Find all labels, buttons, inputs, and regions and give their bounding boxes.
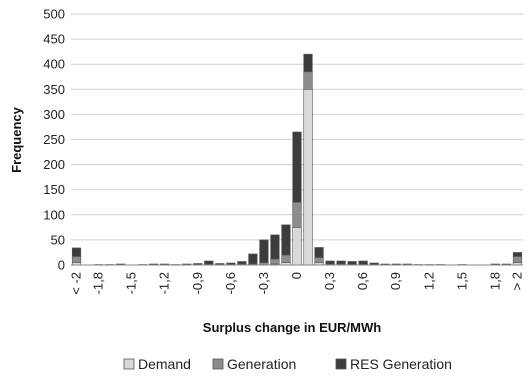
y-tick-label: 200: [43, 157, 65, 172]
y-tick-label: 100: [43, 207, 65, 222]
bar-res-generation: [336, 260, 346, 265]
bar-res-generation: [71, 247, 82, 257]
x-tick-label: -0,3: [256, 272, 271, 294]
bar-res-generation: [259, 239, 269, 263]
x-tick-label: -0,9: [190, 272, 205, 294]
bar-res-generation: [237, 261, 247, 265]
y-tick-label: 350: [43, 82, 65, 97]
y-tick-label: 300: [43, 107, 65, 122]
bar-generation: [281, 254, 291, 263]
x-tick-label: > 2: [509, 272, 524, 290]
x-tick-label: -0,6: [223, 272, 238, 294]
x-tick-label: 0,6: [355, 272, 370, 290]
y-tick-label: 500: [43, 7, 65, 22]
legend-swatch: [212, 358, 224, 370]
y-tick-label: 50: [51, 232, 65, 247]
bar-res-generation: [347, 261, 357, 265]
x-tick-label: 0: [289, 272, 304, 279]
bar-res-generation: [281, 224, 291, 256]
y-tick-label: 250: [43, 132, 65, 147]
bar-generation: [270, 258, 280, 265]
bar-generation: [71, 256, 82, 263]
legend-swatch: [123, 358, 135, 370]
bar-demand: [303, 89, 313, 266]
y-tick-label: 0: [58, 258, 65, 273]
y-axis-title: Frequency: [9, 106, 24, 173]
x-axis-title: Surplus change in EUR/MWh: [203, 320, 381, 335]
x-tick-label: 1,8: [487, 272, 502, 290]
x-tick-label: -1,8: [91, 272, 106, 294]
y-tick-label: 150: [43, 182, 65, 197]
y-tick-label: 400: [43, 57, 65, 72]
bar-generation: [292, 201, 302, 228]
bar-res-generation: [215, 263, 225, 265]
bar-res-generation: [204, 260, 214, 265]
x-tick-label: < -2: [69, 272, 84, 295]
legend: Demand Generation RES Generation: [123, 356, 452, 372]
bar-generation: [314, 257, 324, 263]
bar-res-generation: [512, 252, 523, 257]
legend-label: Demand: [138, 356, 191, 372]
legend-label: RES Generation: [350, 356, 452, 372]
bar-res-generation: [325, 260, 335, 265]
y-tick-label: 450: [43, 32, 65, 47]
bar-res-generation: [314, 247, 324, 258]
legend-swatch: [335, 358, 347, 370]
bar-res-generation: [226, 262, 236, 265]
x-tick-label: 1,5: [454, 272, 469, 290]
bar-res-generation: [358, 260, 368, 265]
x-tick-label: 0,9: [388, 272, 403, 290]
x-axis-ticks: < -2 -1,8 -1,5 -1,2 -0,9 -0,6 -0,3 0 0,3 0,6 0,9 1,…: [69, 272, 525, 295]
x-tick-label: 0,3: [322, 272, 337, 290]
bar-generation: [303, 71, 313, 90]
bar-res-generation: [248, 253, 258, 265]
bar-res-generation: [303, 53, 313, 73]
x-tick-label: -1,5: [124, 272, 139, 294]
bar-res-generation: [292, 131, 302, 203]
bar-res-generation: [270, 234, 280, 260]
bar-generation: [512, 256, 523, 263]
bars: [71, 53, 523, 266]
legend-label: Generation: [227, 356, 296, 372]
y-axis-ticks: 0 50 100 150 200 250 300 350 400 450 500: [43, 7, 65, 273]
x-tick-label: -1,2: [157, 272, 172, 294]
bar-demand: [292, 227, 302, 266]
x-tick-label: 1,2: [421, 272, 436, 290]
